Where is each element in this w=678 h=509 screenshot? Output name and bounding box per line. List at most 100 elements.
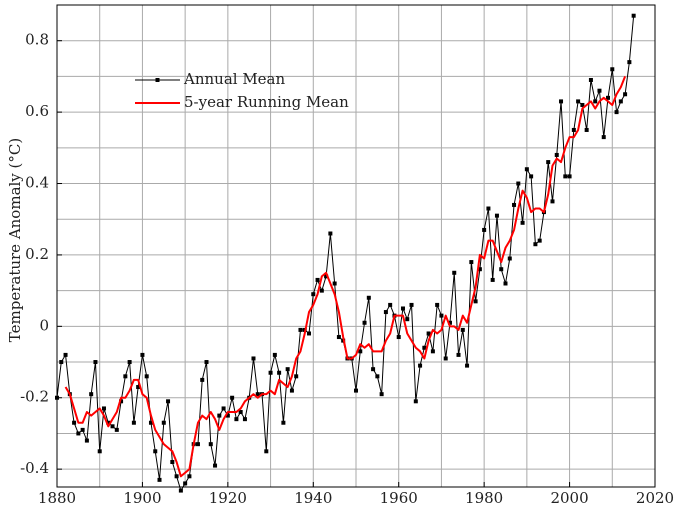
x-tick-label: 2000 — [550, 489, 588, 507]
data-point — [221, 406, 226, 411]
data-point — [533, 242, 538, 247]
data-point — [422, 345, 427, 350]
data-point — [153, 449, 158, 454]
data-point — [110, 424, 115, 429]
data-point — [131, 420, 136, 425]
data-point — [482, 227, 487, 232]
data-point — [93, 360, 98, 365]
data-point — [238, 410, 243, 415]
data-point — [136, 385, 141, 390]
data-point — [627, 60, 632, 65]
data-point — [520, 220, 525, 225]
data-point — [584, 127, 589, 132]
data-point — [294, 374, 299, 379]
data-point — [127, 360, 132, 365]
data-point — [187, 474, 192, 479]
data-point — [362, 320, 367, 325]
x-tick-label: 1920 — [209, 489, 247, 507]
data-point — [119, 399, 124, 404]
data-point — [460, 327, 465, 332]
data-point — [503, 281, 508, 286]
data-point — [413, 399, 418, 404]
data-point — [443, 356, 448, 361]
data-point — [89, 392, 94, 397]
data-point — [593, 99, 598, 104]
data-point — [114, 427, 119, 432]
y-tick-label: 0 — [39, 316, 49, 334]
data-point — [200, 377, 205, 382]
data-point — [144, 374, 149, 379]
data-point — [371, 367, 376, 372]
data-point — [63, 352, 68, 357]
data-point — [101, 406, 106, 411]
data-point — [336, 335, 341, 340]
data-point — [272, 352, 277, 357]
data-point — [597, 88, 602, 93]
data-point — [435, 302, 440, 307]
data-point — [208, 442, 213, 447]
data-point — [601, 135, 606, 140]
data-point — [161, 420, 166, 425]
data-point — [537, 238, 542, 243]
data-point — [567, 174, 572, 179]
data-point — [631, 13, 636, 18]
data-point — [512, 202, 517, 207]
data-point — [123, 374, 128, 379]
data-point — [174, 474, 179, 479]
data-point — [529, 174, 534, 179]
data-point — [576, 99, 581, 104]
data-point — [618, 99, 623, 104]
y-tick-label: 0.2 — [25, 245, 49, 263]
data-point — [183, 481, 188, 486]
data-point — [409, 302, 414, 307]
data-point — [580, 102, 585, 107]
data-point — [469, 260, 474, 265]
data-point — [354, 388, 358, 393]
data-point — [507, 256, 512, 261]
data-point — [623, 92, 628, 97]
data-point — [251, 356, 256, 361]
series-line — [64, 76, 627, 478]
data-point — [452, 270, 457, 275]
data-point — [277, 370, 282, 375]
y-axis-label: Temperature Anomaly (°C) — [6, 138, 24, 342]
data-point — [486, 206, 491, 211]
data-point — [465, 363, 470, 368]
data-point — [524, 167, 529, 172]
data-point — [311, 292, 316, 297]
x-tick-label: 1900 — [123, 489, 161, 507]
data-point — [315, 277, 320, 282]
y-tick-label: 0.6 — [25, 102, 49, 120]
data-point — [332, 281, 337, 286]
data-point — [72, 420, 77, 425]
data-point — [268, 370, 273, 375]
data-point — [405, 317, 410, 322]
data-point — [59, 360, 64, 365]
data-point — [84, 438, 89, 443]
data-point — [550, 199, 555, 204]
data-point — [80, 427, 85, 432]
data-point — [490, 277, 495, 282]
data-point — [477, 267, 482, 272]
x-tick-label: 2020 — [636, 489, 674, 507]
data-point — [234, 417, 239, 422]
data-point — [499, 267, 504, 272]
x-tick-label: 1880 — [38, 489, 76, 507]
data-point — [195, 442, 200, 447]
data-point — [140, 352, 145, 357]
data-point — [494, 213, 499, 218]
data-point — [588, 77, 593, 82]
data-point — [610, 67, 615, 72]
y-tick-label: 0.8 — [25, 31, 49, 49]
data-point — [97, 449, 102, 454]
data-point — [430, 349, 435, 354]
data-point — [358, 349, 363, 354]
data-point — [217, 413, 222, 418]
data-point — [383, 310, 388, 315]
x-tick-label: 1940 — [294, 489, 332, 507]
x-tick-label: 1960 — [380, 489, 418, 507]
data-point — [418, 363, 423, 368]
data-point — [396, 335, 401, 340]
data-point — [388, 302, 393, 307]
y-tick-label: -0.2 — [20, 388, 49, 406]
